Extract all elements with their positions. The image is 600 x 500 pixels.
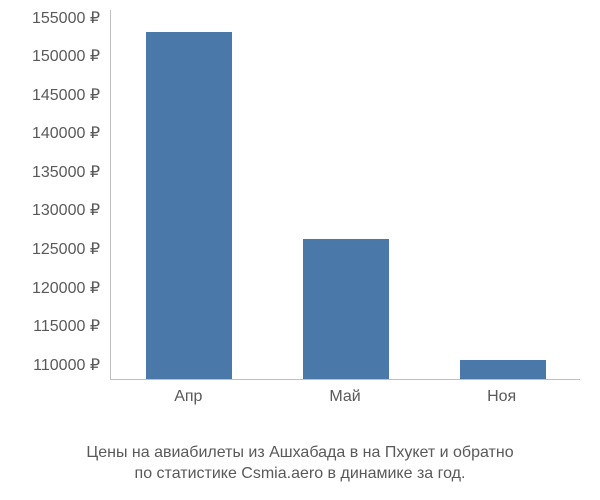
y-tick-label: 125000 ₽ [32,239,100,259]
y-tick-label: 155000 ₽ [32,8,100,28]
bar [303,239,389,379]
y-tick-label: 150000 ₽ [32,46,100,66]
x-axis-labels: Апр Май Ноя [110,388,580,418]
y-tick-label: 130000 ₽ [32,200,100,220]
y-tick-label: 110000 ₽ [33,355,100,375]
x-tick-label: Ноя [487,388,516,406]
x-tick-label: Апр [174,388,202,406]
caption-line-2: по статистике Csmia.aero в динамике за г… [135,465,466,482]
y-tick-label: 115000 ₽ [33,316,100,336]
bar [460,360,546,379]
x-tick-label: Май [329,388,360,406]
y-tick-label: 145000 ₽ [32,85,100,105]
chart-caption: Цены на авиабилеты из Ашхабада в на Пхук… [0,442,600,485]
y-tick-label: 140000 ₽ [32,123,100,143]
bar [146,32,232,379]
y-tick-label: 135000 ₽ [32,162,100,182]
plot-area [110,10,580,380]
price-chart: 110000 ₽ 115000 ₽ 120000 ₽ 125000 ₽ 130000 ₽… [0,10,600,450]
y-tick-label: 120000 ₽ [32,278,100,298]
caption-line-1: Цены на авиабилеты из Ашхабада в на Пхук… [86,444,513,461]
y-axis: 110000 ₽ 115000 ₽ 120000 ₽ 125000 ₽ 130000 ₽… [0,10,110,380]
